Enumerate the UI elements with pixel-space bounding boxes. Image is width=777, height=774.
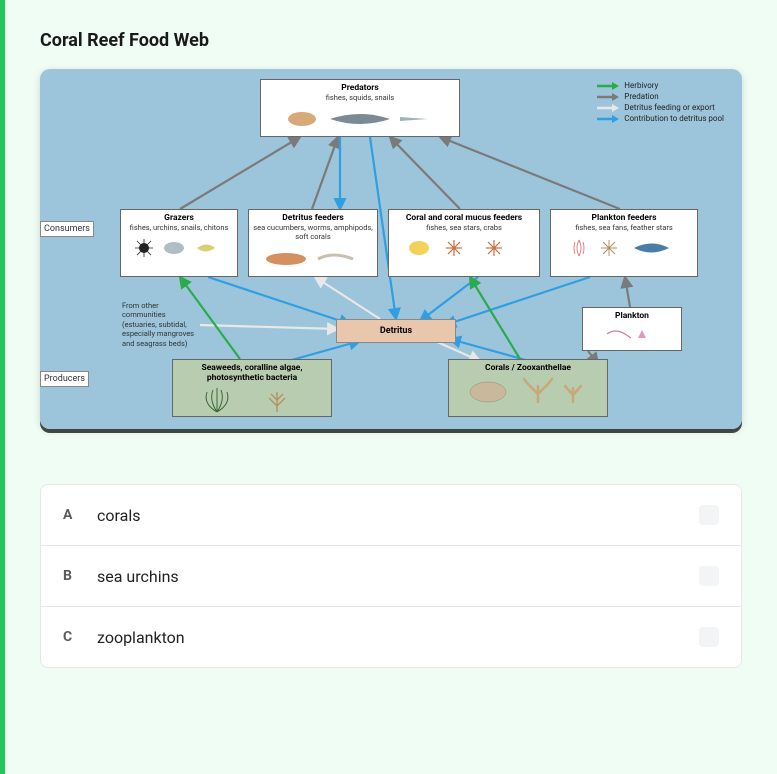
box-coral-feeders: Coral and coral mucus feeders fishes, se…: [388, 209, 540, 277]
box-corals-zoo-title: Corals / Zooxanthellae: [453, 363, 603, 373]
box-plankton: Plankton: [582, 307, 682, 351]
legend-label: Contribution to detritus pool: [624, 114, 724, 123]
box-plankton-feeders-title: Plankton feeders: [555, 213, 693, 223]
box-seaweeds-title: Seaweeds, coralline algae, photosyntheti…: [177, 363, 327, 383]
answer-letter: A: [63, 507, 97, 523]
answer-letter: B: [63, 568, 97, 584]
box-seaweeds: Seaweeds, coralline algae, photosyntheti…: [172, 359, 332, 417]
diagram-card: Consumers Producers Herbivory Predation De…: [40, 69, 742, 429]
box-grazers: Grazers fishes, urchins, snails, chitons: [120, 209, 238, 277]
corals-zoo-illustration: [453, 375, 603, 405]
box-coral-feeders-sub: fishes, sea stars, crabs: [393, 223, 535, 232]
box-detritus-feeders: Detritus feeders sea cucumbers, worms, a…: [248, 209, 378, 277]
box-predators: Predators fishes, squids, snails: [260, 79, 460, 137]
box-detritus-feeders-title: Detritus feeders: [253, 213, 373, 223]
legend-row: Predation: [597, 92, 724, 101]
box-grazers-title: Grazers: [125, 213, 233, 223]
legend: Herbivory Predation Detritus feeding or ex…: [597, 81, 724, 125]
legend-arrow-icon: [597, 93, 619, 101]
answer-checkbox[interactable]: [699, 627, 719, 647]
box-plankton-title: Plankton: [587, 311, 677, 321]
box-corals-zooxanthellae: Corals / Zooxanthellae: [448, 359, 608, 417]
legend-arrow-icon: [597, 104, 619, 112]
box-grazers-sub: fishes, urchins, snails, chitons: [125, 223, 233, 232]
box-predators-title: Predators: [265, 83, 455, 93]
box-detritus-feeders-sub: sea cucumbers, worms, amphipods, soft co…: [253, 223, 373, 241]
answer-checkbox[interactable]: [699, 566, 719, 586]
box-plankton-feeders: Plankton feeders fishes, sea fans, feath…: [550, 209, 698, 277]
legend-arrow-icon: [597, 82, 619, 90]
side-label-producers: Producers: [40, 371, 89, 387]
answer-text: corals: [97, 506, 699, 525]
answer-option-c[interactable]: Czooplankton: [41, 607, 741, 667]
legend-row: Herbivory: [597, 81, 724, 90]
note-other-communities: From other communities (estuaries, subti…: [122, 301, 202, 348]
box-coral-feeders-title: Coral and coral mucus feeders: [393, 213, 535, 223]
legend-label: Detritus feeding or export: [624, 103, 714, 112]
predators-illustration: [265, 104, 455, 132]
box-predators-sub: fishes, squids, snails: [265, 93, 455, 102]
answer-letter: C: [63, 629, 97, 645]
answer-option-b[interactable]: Bsea urchins: [41, 546, 741, 607]
legend-row: Contribution to detritus pool: [597, 114, 724, 123]
answer-checkbox[interactable]: [699, 505, 719, 525]
plankton-feeders-illustration: [555, 234, 693, 262]
coral-feeders-illustration: [393, 234, 535, 262]
legend-row: Detritus feeding or export: [597, 103, 724, 112]
box-detritus: Detritus: [336, 319, 456, 343]
answer-text: sea urchins: [97, 567, 699, 586]
grazers-illustration: [125, 234, 233, 262]
side-label-consumers: Consumers: [40, 221, 94, 237]
answer-text: zooplankton: [97, 628, 699, 647]
plankton-illustration: [587, 323, 677, 345]
food-web-diagram: Consumers Producers Herbivory Predation De…: [40, 69, 742, 429]
legend-label: Predation: [624, 92, 658, 101]
answer-options: AcoralsBsea urchinsCzooplankton: [40, 484, 742, 668]
legend-arrow-icon: [597, 115, 619, 123]
legend-label: Herbivory: [624, 81, 658, 90]
page-title: Coral Reef Food Web: [40, 30, 742, 51]
seaweeds-illustration: [177, 385, 327, 415]
detritus-feeders-illustration: [253, 243, 373, 271]
box-plankton-feeders-sub: fishes, sea fans, feather stars: [555, 223, 693, 232]
answer-option-a[interactable]: Acorals: [41, 485, 741, 546]
